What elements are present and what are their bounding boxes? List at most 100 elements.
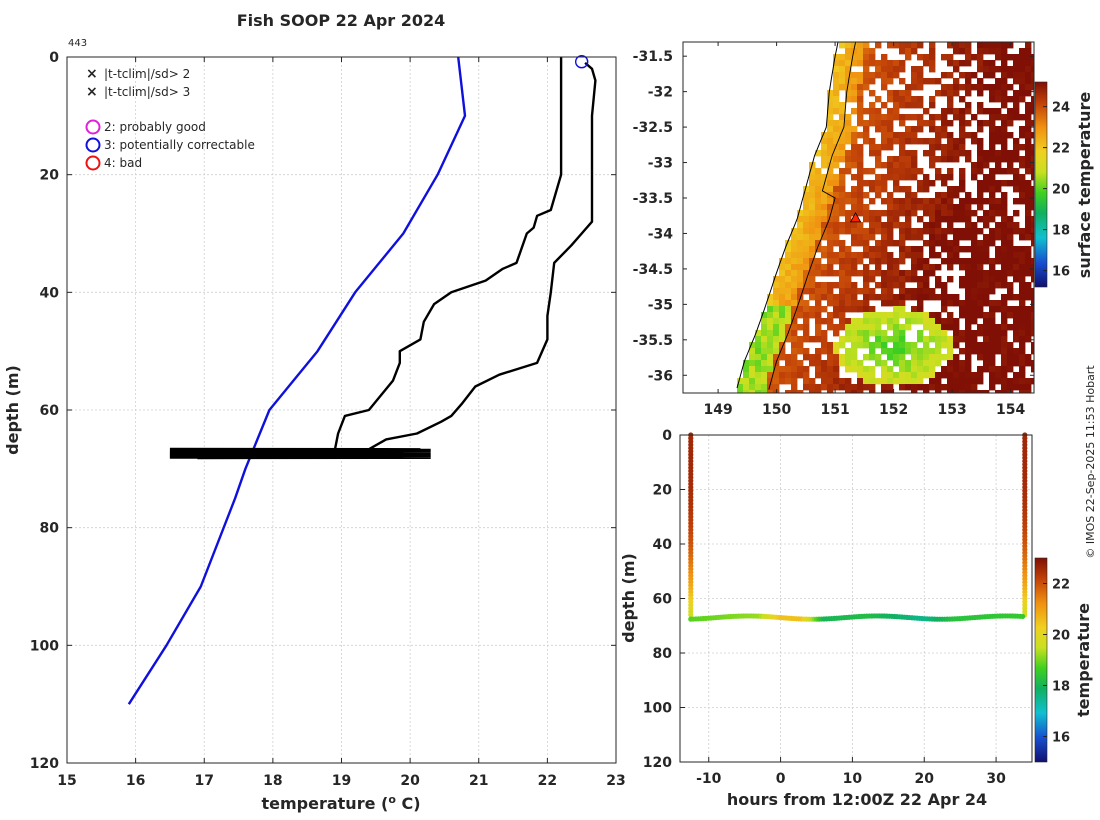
sst-cell xyxy=(851,324,858,331)
sst-cell xyxy=(779,312,786,319)
sst-cell xyxy=(1025,234,1032,241)
sst-cell xyxy=(905,234,912,241)
sst-cell xyxy=(767,354,774,361)
sst-cell xyxy=(869,312,876,319)
sst-cell xyxy=(941,114,948,121)
sst-cell xyxy=(869,138,876,145)
sst-cell xyxy=(977,186,984,193)
sst-cell xyxy=(1001,318,1008,325)
sst-cell xyxy=(965,222,972,229)
sst-cell xyxy=(1019,324,1026,331)
sst-cell xyxy=(857,186,864,193)
sst-cell xyxy=(881,366,888,373)
sst-cell xyxy=(989,174,996,181)
sst-cell xyxy=(833,186,840,193)
sst-cell xyxy=(977,60,984,67)
profile-ytick-label: 100 xyxy=(30,638,59,654)
sst-cell xyxy=(947,258,954,265)
sst-cell xyxy=(833,144,840,151)
sst-cell xyxy=(905,288,912,295)
map-axes-frame xyxy=(682,41,1035,394)
sst-colorbar-tick-label: 24 xyxy=(1052,101,1070,116)
sst-cell xyxy=(1001,300,1008,307)
sst-cell xyxy=(995,126,1002,133)
sst-cell xyxy=(1031,192,1034,199)
sst-cell xyxy=(983,48,990,55)
sst-cell xyxy=(989,204,996,211)
sst-cell xyxy=(1013,378,1020,385)
sst-cell xyxy=(1001,330,1008,337)
sst-cell xyxy=(887,348,894,355)
sst-cell xyxy=(785,372,792,379)
sst-cell xyxy=(875,156,882,163)
sst-cell xyxy=(989,132,996,139)
sst-cell xyxy=(1019,300,1026,307)
sst-cell xyxy=(875,246,882,253)
sst-cell xyxy=(995,186,1002,193)
sst-cell xyxy=(869,330,876,337)
sst-cell xyxy=(857,162,864,169)
sst-cell xyxy=(845,276,852,283)
sst-cell xyxy=(947,384,954,391)
sst-cell xyxy=(761,336,768,343)
sst-cell xyxy=(863,270,870,277)
sst-cell xyxy=(803,270,810,277)
sst-cell xyxy=(827,180,834,187)
sst-cell xyxy=(977,216,984,223)
sst-cell xyxy=(881,72,888,79)
sst-cell xyxy=(893,60,900,67)
sst-cell xyxy=(941,384,948,391)
sst-cell xyxy=(899,156,906,163)
sst-cell xyxy=(821,372,828,379)
sst-cell xyxy=(767,342,774,349)
sst-cell xyxy=(953,324,960,331)
sst-cell xyxy=(803,252,810,259)
sst-cell xyxy=(833,372,840,379)
sst-cell xyxy=(833,54,840,61)
sst-cell xyxy=(953,192,960,199)
sst-cell xyxy=(1007,240,1014,247)
sst-cell xyxy=(863,252,870,259)
sst-cell xyxy=(821,270,828,277)
sst-cell xyxy=(953,84,960,91)
sst-cell xyxy=(935,336,942,343)
sst-cell xyxy=(755,378,762,385)
sst-cell xyxy=(881,372,888,379)
sst-cell xyxy=(989,90,996,97)
sst-cell xyxy=(953,258,960,265)
sst-cell xyxy=(995,84,1002,91)
sst-cell xyxy=(929,330,936,337)
sst-cell xyxy=(839,222,846,229)
sst-cell xyxy=(947,192,954,199)
sst-cell xyxy=(827,390,834,393)
sst-cell xyxy=(971,174,978,181)
sst-cell xyxy=(845,42,852,49)
sst-cell xyxy=(953,186,960,193)
sst-cell xyxy=(995,372,1002,379)
sst-cell xyxy=(959,330,966,337)
sst-cell xyxy=(773,342,780,349)
sst-cell xyxy=(1019,180,1026,187)
sst-cell xyxy=(1007,168,1014,175)
sst-cell xyxy=(983,84,990,91)
sst-cell xyxy=(881,252,888,259)
sst-cell xyxy=(863,216,870,223)
sst-cell xyxy=(845,216,852,223)
sst-cell xyxy=(959,384,966,391)
sst-cell xyxy=(947,144,954,151)
sst-cell xyxy=(905,312,912,319)
sst-cell xyxy=(767,324,774,331)
sst-cell xyxy=(833,198,840,205)
sst-cell xyxy=(1001,204,1008,211)
sst-cell xyxy=(965,228,972,235)
sst-cell xyxy=(875,282,882,289)
sst-cell xyxy=(929,54,936,61)
sst-cell xyxy=(857,372,864,379)
sst-cell xyxy=(821,288,828,295)
sst-cell xyxy=(1013,348,1020,355)
sst-cell xyxy=(935,312,942,319)
sst-cell xyxy=(935,78,942,85)
sst-cell xyxy=(947,240,954,247)
sst-cell xyxy=(857,204,864,211)
sst-cell xyxy=(863,180,870,187)
